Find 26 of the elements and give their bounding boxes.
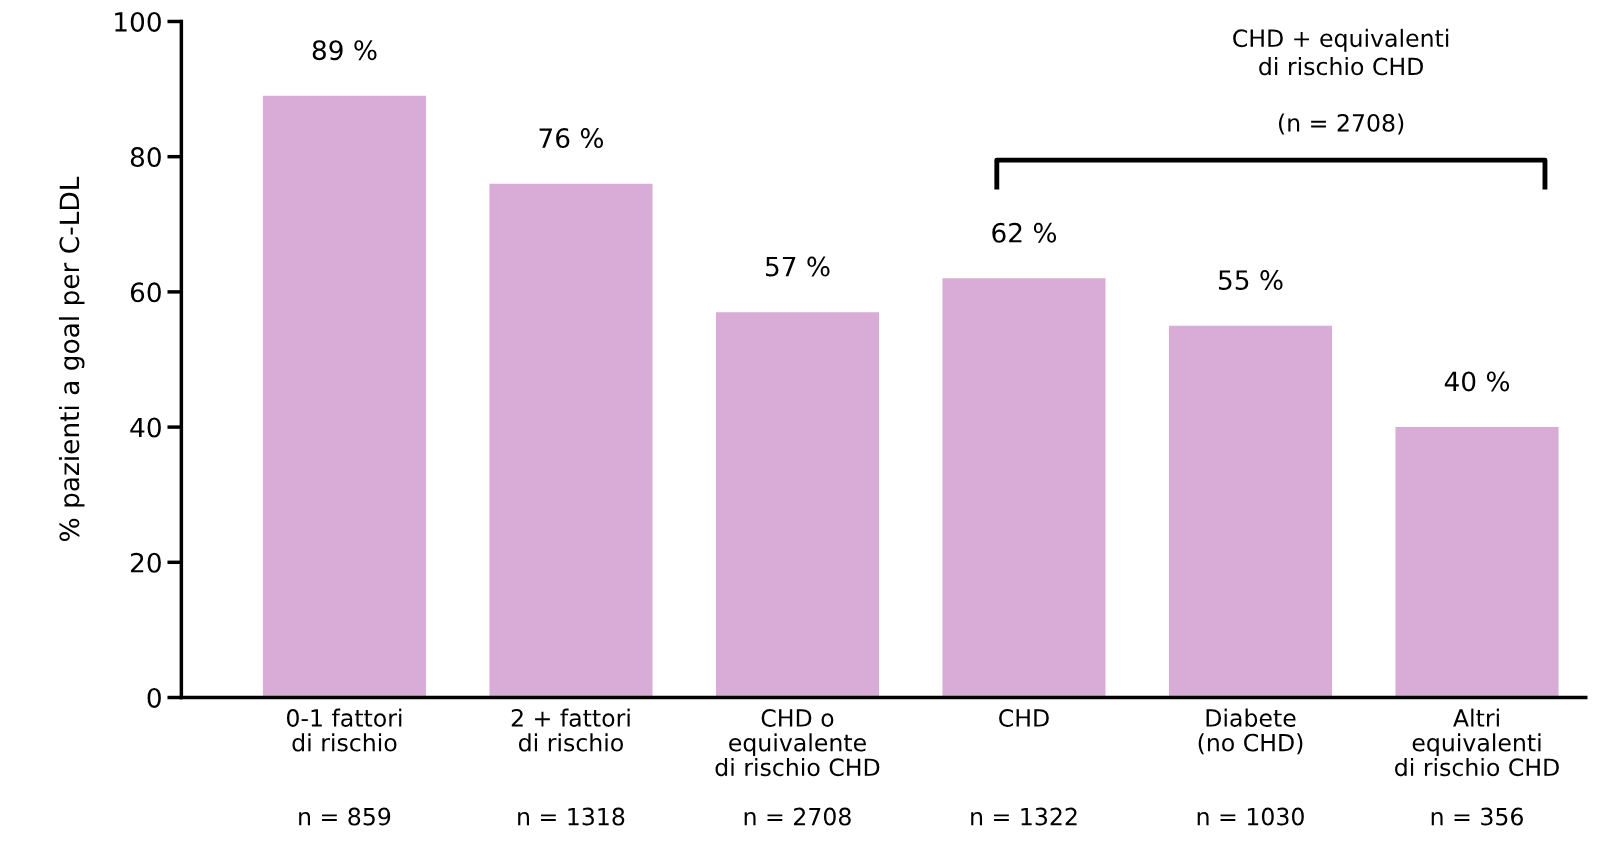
data-label: 40 %	[1444, 371, 1510, 392]
bar	[942, 278, 1106, 698]
y-tick-label: 0	[147, 687, 161, 708]
y-tick-label: 20	[130, 552, 161, 573]
category-label: Diabete (no CHD) n = 1030	[1197, 708, 1304, 826]
category-label: Altri equivalenti di rischio CHD n = 356	[1395, 708, 1559, 826]
data-label: 62 %	[992, 222, 1057, 243]
data-label: 89 %	[312, 40, 377, 61]
bar	[1168, 325, 1333, 698]
y-tick-label: 80	[130, 147, 161, 168]
data-label: 55 %	[1219, 270, 1283, 291]
y-tick-label: 60	[130, 282, 161, 303]
y-tick-label: 40	[130, 417, 161, 438]
data-label: 57 %	[765, 256, 830, 277]
bar	[1395, 427, 1559, 698]
bar	[715, 312, 880, 698]
category-label: 2 + fattori di rischio n = 1318	[511, 708, 630, 826]
bar	[262, 95, 426, 698]
data-label: 76 %	[539, 128, 604, 149]
y-axis-title: % pazienti a goal per C-LDL	[58, 176, 85, 541]
y-tick-label: 100	[115, 11, 161, 32]
category-label: 0-1 fattori di rischio n = 859	[286, 708, 402, 826]
text: CHD + equivalenti di rischio CHD (n = 2708)	[1233, 28, 1449, 135]
bar	[489, 183, 653, 698]
category-label: CHD n = 1322	[971, 709, 1077, 826]
category-label: CHD o equivalente di rischio CHD n = 2708	[715, 709, 880, 826]
